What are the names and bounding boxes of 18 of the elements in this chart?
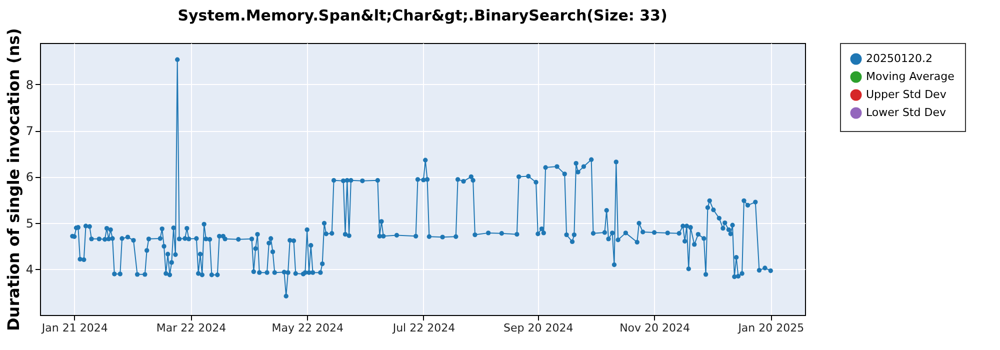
- x-tick-label: Nov 20 2024: [620, 322, 690, 334]
- chart-title: System.Memory.Span&lt;Char&gt;.BinarySearch(Size: 33): [178, 6, 668, 25]
- legend-label: Upper Std Dev: [866, 88, 947, 101]
- legend-label: Moving Average: [866, 70, 955, 83]
- y-tick-label: 7: [26, 124, 34, 138]
- x-tick-label: May 22 2024: [272, 322, 344, 334]
- legend-label: 20250120.2: [866, 52, 932, 65]
- x-tick-label: Sep 20 2024: [504, 322, 574, 334]
- x-tick-label: Jan 21 2024: [40, 322, 108, 334]
- y-tick-label: 8: [26, 78, 34, 92]
- x-tick-label: Jul 22 2024: [392, 322, 456, 334]
- y-tick-label: 6: [26, 170, 34, 184]
- legend-label: Lower Std Dev: [866, 106, 946, 119]
- x-tick-label: Jan 20 2025: [737, 322, 804, 334]
- x-tick-label: Mar 22 2024: [156, 322, 226, 334]
- y-axis-title: Duration of single invocation (ns): [4, 28, 23, 331]
- y-tick-label: 5: [26, 216, 34, 230]
- y-tick-label: 4: [26, 262, 34, 276]
